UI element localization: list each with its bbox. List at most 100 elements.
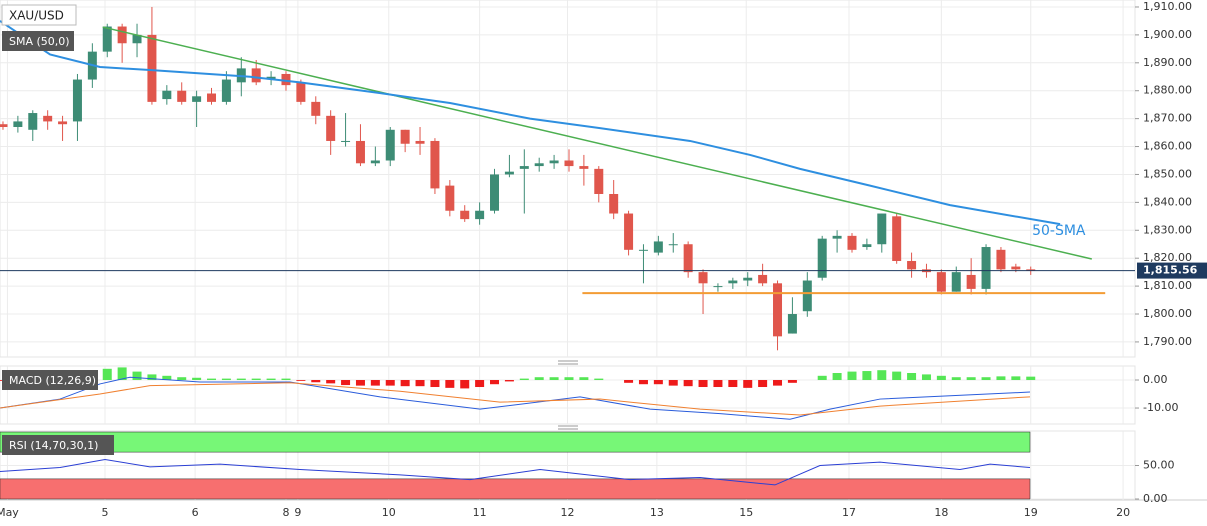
band: [0, 431, 1031, 453]
histogram-bar: [415, 380, 425, 387]
candle-body: [519, 166, 529, 169]
histogram-bar: [624, 380, 634, 383]
candle-body: [460, 210, 470, 220]
candle-body: [698, 272, 708, 284]
candle-body: [147, 34, 157, 102]
candle-body: [311, 101, 321, 116]
x-tick-label: 12: [561, 506, 575, 519]
candle-body: [132, 34, 142, 44]
candle-body: [72, 79, 82, 122]
candle-body: [102, 26, 112, 52]
histogram-bar: [698, 380, 708, 388]
histogram-bar: [102, 368, 112, 381]
histogram-bar: [743, 380, 753, 388]
histogram-bar: [445, 380, 455, 388]
histogram-bar: [534, 377, 544, 381]
candle-body: [177, 90, 187, 102]
histogram-bar: [326, 380, 336, 384]
histogram-bar: [921, 374, 931, 381]
y-tick-label: 50.00: [1143, 459, 1175, 472]
histogram-bar: [430, 380, 440, 388]
candle-body: [549, 160, 559, 164]
candle-body: [758, 274, 768, 284]
histogram-bar: [951, 377, 961, 381]
histogram-bar: [787, 380, 797, 383]
candle-body: [892, 216, 902, 261]
histogram-bar: [132, 371, 142, 381]
candle-body: [817, 238, 827, 278]
histogram-bar: [728, 380, 738, 388]
histogram-bar: [773, 380, 783, 386]
price-tag: [1137, 262, 1207, 279]
last-price-label: 1,815.56: [1143, 264, 1198, 277]
candle-body: [58, 121, 68, 125]
rsi-label: RSI (14,70,30,1): [9, 439, 98, 452]
candle-body: [668, 244, 678, 246]
histogram-bar: [192, 377, 202, 381]
histogram-bar: [147, 374, 157, 381]
candle-body: [907, 260, 917, 270]
candle-body: [683, 244, 693, 273]
histogram-bar: [519, 378, 529, 381]
candle-body: [192, 96, 202, 102]
candle-body: [862, 244, 872, 248]
histogram-bar: [638, 380, 648, 385]
histogram-bar: [862, 371, 872, 381]
candle-body: [281, 73, 291, 86]
y-tick-label: 1,790.00: [1143, 335, 1192, 348]
histogram-bar: [296, 380, 306, 381]
histogram-bar: [117, 367, 127, 381]
candle-body: [773, 283, 783, 337]
indicator-line: [0, 376, 1031, 420]
candle-body: [1026, 269, 1036, 271]
x-tick-label: 17: [842, 506, 856, 519]
y-tick-label: 1,840.00: [1143, 195, 1192, 208]
histogram-bar: [177, 377, 187, 381]
splitter[interactable]: [558, 425, 578, 430]
histogram-bar: [370, 380, 380, 386]
histogram-bar: [341, 380, 351, 386]
candle-body: [534, 163, 544, 167]
indicator-label: SMA (50,0): [9, 35, 70, 48]
histogram-bar: [981, 377, 991, 381]
candle-body: [162, 90, 172, 100]
macd-label: MACD (12,26,9): [9, 374, 96, 387]
candle-body: [207, 93, 217, 102]
candle-body: [400, 129, 410, 144]
histogram-bar: [996, 376, 1006, 381]
histogram-bar: [236, 378, 246, 381]
histogram-bar: [490, 380, 500, 385]
indicator-box: [2, 435, 114, 455]
candle-body: [966, 274, 976, 289]
indicator-box: [2, 370, 98, 390]
histogram-bar: [668, 380, 678, 386]
y-tick-label: 1,800.00: [1143, 307, 1192, 320]
chart-title: XAU/USD: [9, 9, 64, 23]
histogram-bar: [892, 371, 902, 381]
candle-body: [445, 185, 455, 211]
histogram-bar: [460, 380, 470, 389]
histogram-bar: [758, 380, 768, 388]
candle-body: [326, 115, 336, 141]
splitter[interactable]: [558, 360, 578, 365]
histogram-bar: [475, 380, 485, 388]
histogram-bar: [832, 373, 842, 381]
histogram-bar: [907, 373, 917, 381]
histogram-bar: [221, 378, 231, 381]
candle-body: [936, 272, 946, 292]
indicator-line: [0, 382, 1031, 416]
candle-body: [728, 280, 738, 284]
histogram-bar: [847, 371, 857, 381]
band: [0, 478, 1031, 500]
x-tick-label: 6: [192, 506, 199, 519]
candle-body: [594, 168, 604, 194]
x-tick-label: 8: [282, 506, 289, 519]
candle-body: [996, 249, 1006, 270]
candle-body: [743, 277, 753, 281]
candle-body: [221, 79, 231, 102]
candle-body: [653, 241, 663, 253]
candle-body: [430, 140, 440, 189]
histogram-bar: [549, 377, 559, 381]
y-tick-label: 1,880.00: [1143, 84, 1192, 97]
